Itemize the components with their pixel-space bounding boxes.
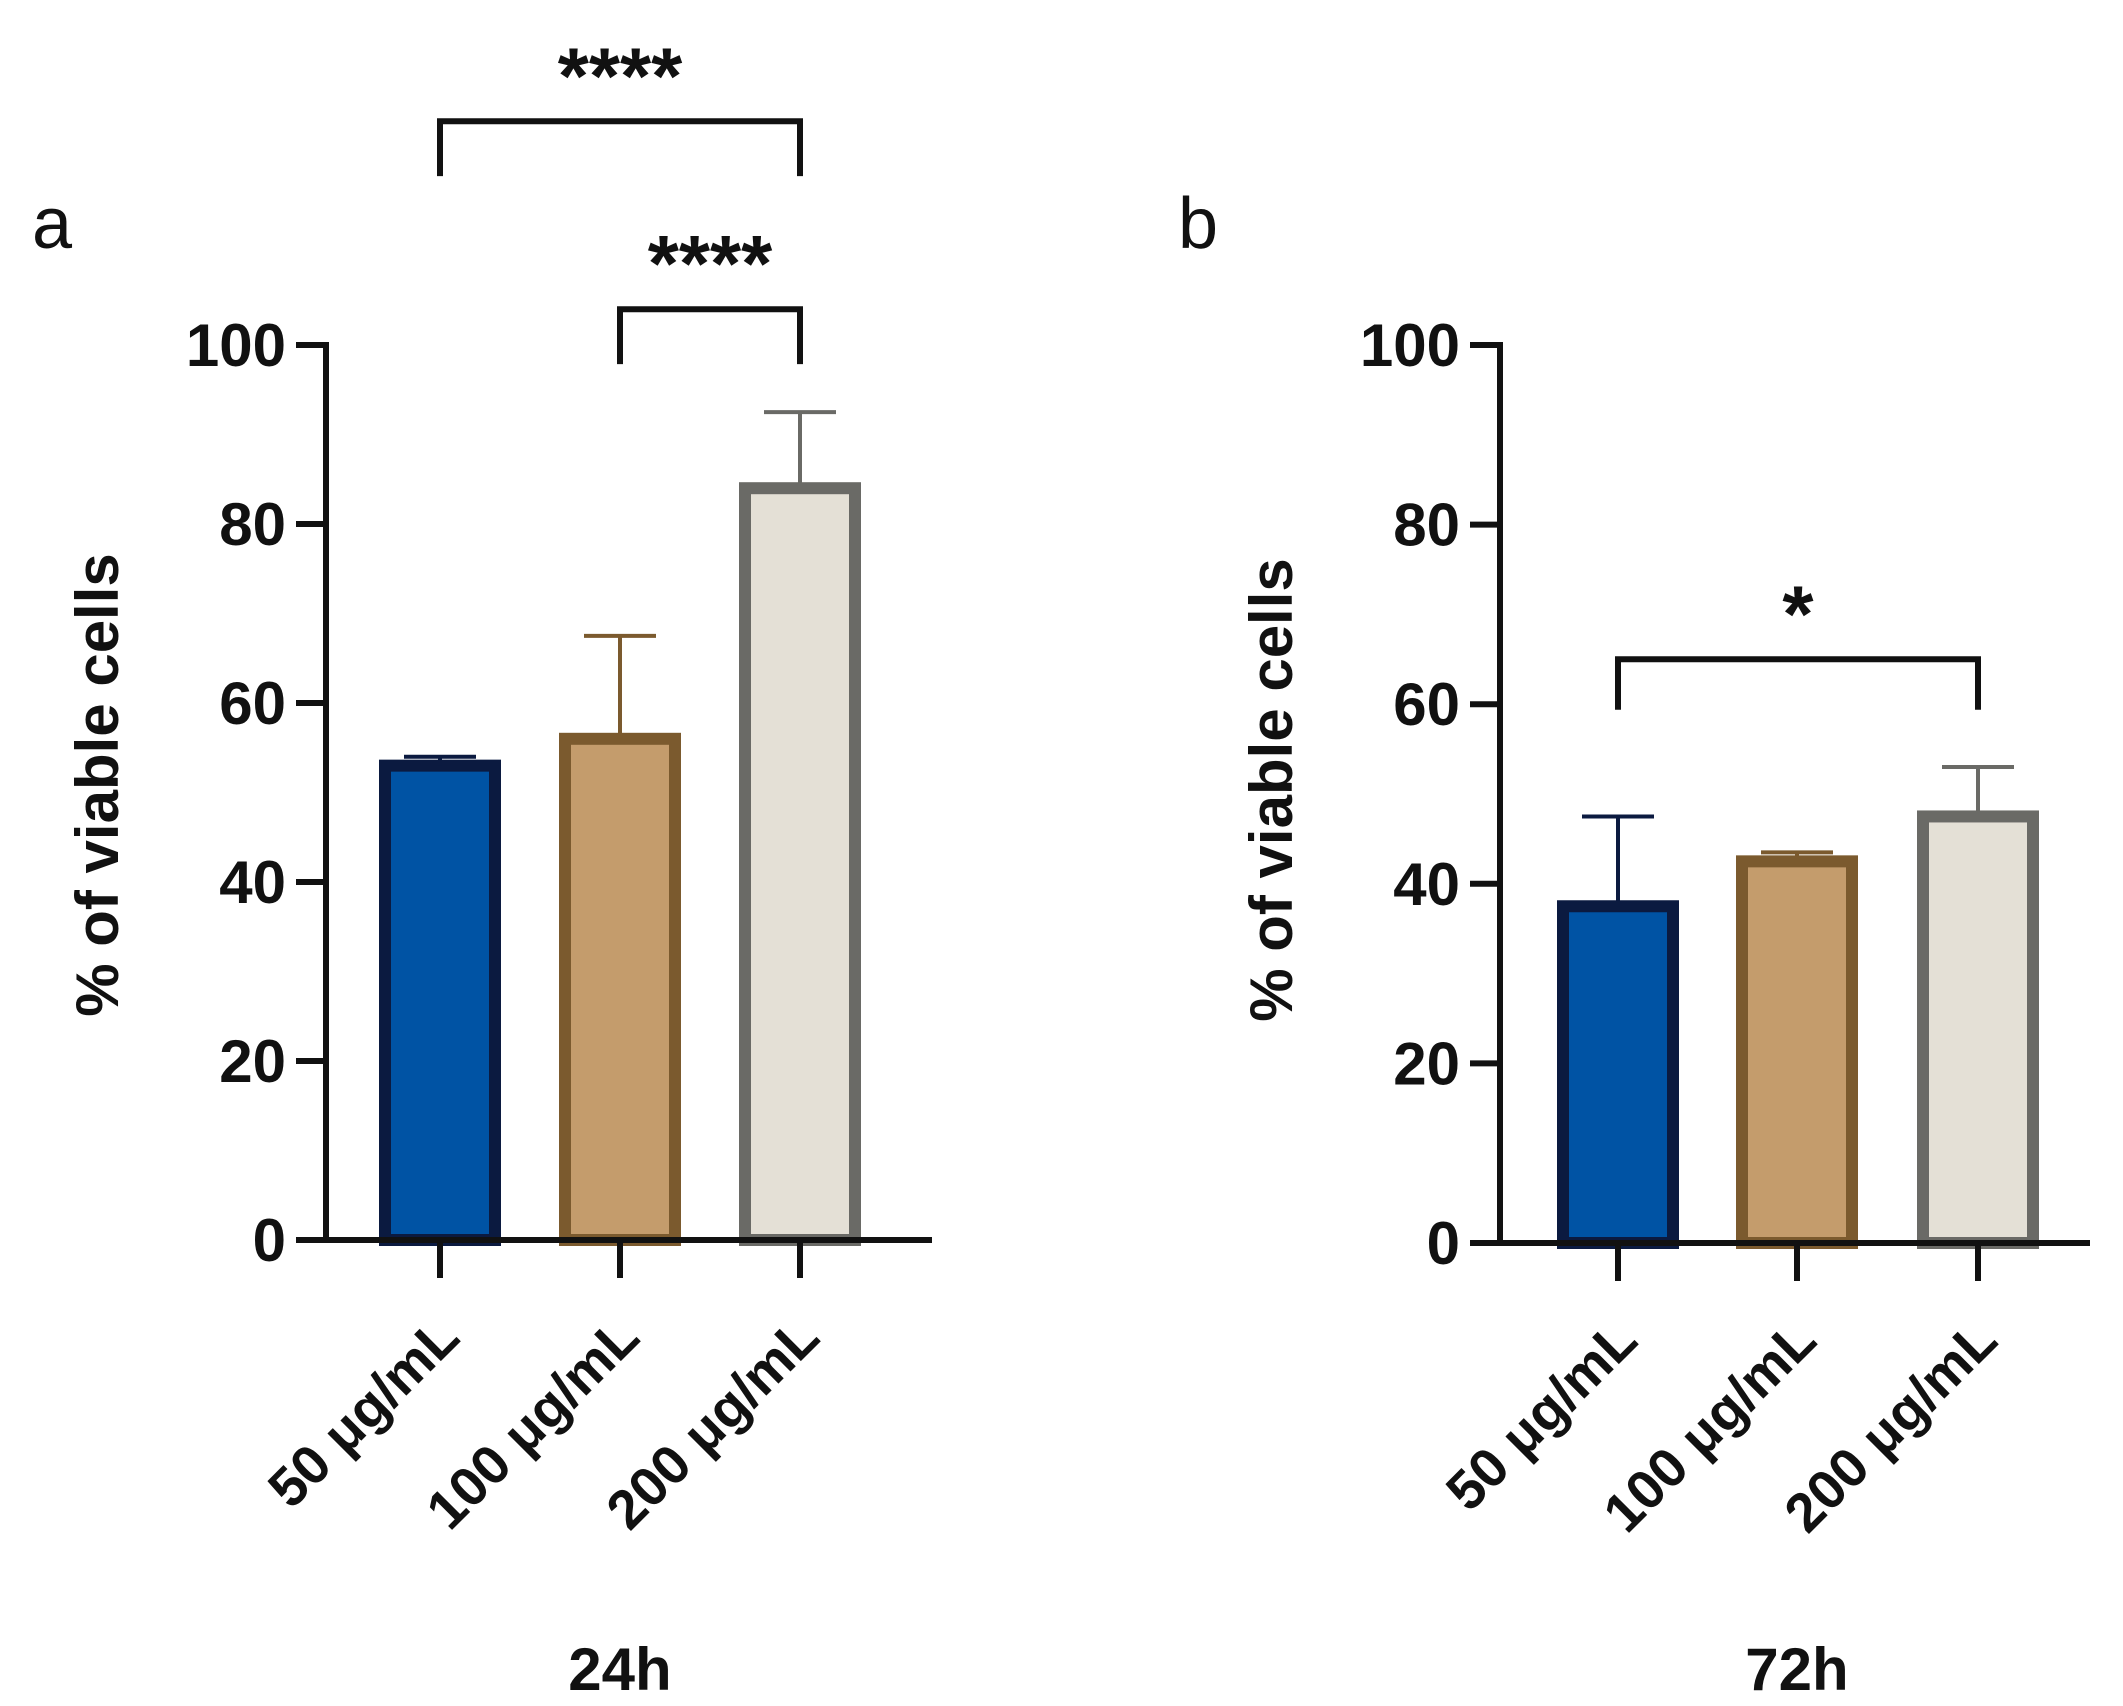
panel-b-x-axis-title: 72h: [1745, 1636, 1848, 1703]
panel-a-significance-label-2: ****: [648, 219, 773, 308]
panel-a-y-tick-label: 60: [219, 670, 286, 737]
panel-b-y-tick-label: 100: [1360, 312, 1460, 379]
panel-a-letter: a: [32, 184, 73, 264]
panel-a-y-tick-label: 0: [253, 1207, 286, 1274]
panel-a-significance-label-1: ****: [558, 31, 683, 120]
panel-a-x-axis-title: 24h: [568, 1636, 671, 1703]
panel-b-y-tick-label: 80: [1393, 492, 1460, 559]
panel-b-bar-1: [1557, 900, 1679, 1249]
panel-b-y-tick-label: 40: [1393, 851, 1460, 918]
panel-a-y-tick-label: 20: [219, 1028, 286, 1095]
panel-b-y-tick-label: 0: [1427, 1210, 1460, 1277]
panel-b-bar-3: [1917, 810, 2039, 1249]
panel-b-letter: b: [1178, 184, 1218, 264]
panel-b-significance-bracket-1: [1615, 656, 1981, 710]
panel-a-y-tick-label: 80: [219, 491, 286, 558]
panel-a-significance-bracket-1: [437, 118, 803, 177]
panel-b-y-axis-title: % of viable cells: [1238, 558, 1305, 1022]
panel-a-y-tick-label: 40: [219, 849, 286, 916]
panel-a-bar-1: [379, 759, 501, 1247]
panel-a-bar-3: [739, 482, 861, 1246]
panel-a-significance-bracket-2: [617, 306, 803, 365]
panel-b-significance-label-1: *: [1782, 569, 1814, 658]
panel-b-y-tick-label: 60: [1393, 671, 1460, 738]
panel-b-bar-2: [1736, 855, 1858, 1249]
panel-b-y-tick-label: 20: [1393, 1030, 1460, 1097]
panel-a-y-axis-title: % of viable cells: [64, 553, 131, 1017]
panel-a-bar-2: [559, 732, 681, 1246]
panel-a-y-tick-label: 100: [186, 312, 286, 379]
